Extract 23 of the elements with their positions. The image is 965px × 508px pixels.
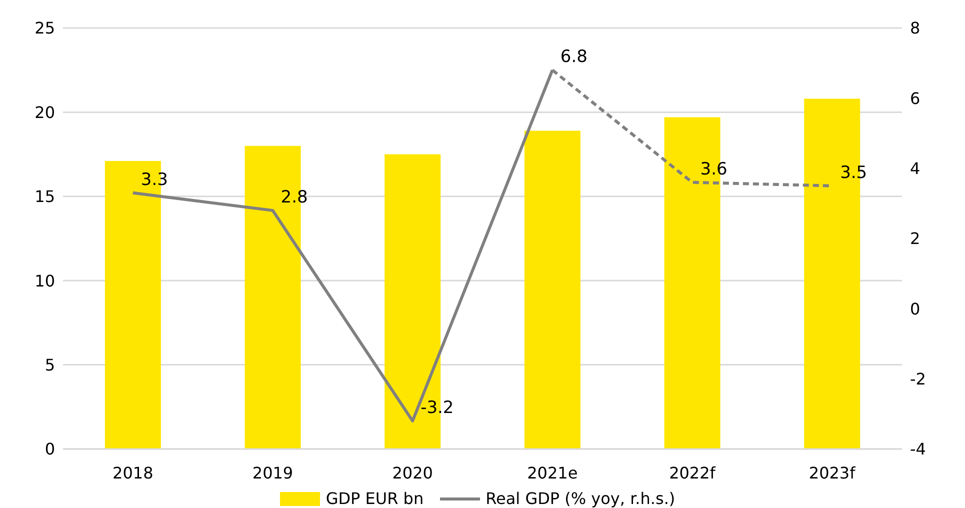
x-tick-label: 2023f bbox=[808, 463, 856, 482]
x-tick-label: 2021e bbox=[527, 463, 578, 482]
y2-tick-label: 6 bbox=[910, 88, 920, 108]
legend-label: Real GDP (% yoy, r.h.s.) bbox=[486, 489, 676, 508]
y2-tick-label: 0 bbox=[910, 299, 920, 318]
y-tick-label: 15 bbox=[34, 187, 55, 206]
x-tick-label: 2022f bbox=[669, 463, 716, 482]
y-tick-label: 10 bbox=[34, 271, 55, 290]
y2-tick-label: 2 bbox=[910, 229, 920, 248]
x-tick-label: 2018 bbox=[112, 463, 154, 482]
y2-tick-label: 4 bbox=[910, 159, 920, 178]
y-tick-label: 20 bbox=[34, 102, 55, 122]
y-tick-label: 0 bbox=[44, 440, 55, 459]
data-label: 6.8 bbox=[560, 47, 588, 68]
x-tick-label: 2020 bbox=[392, 463, 433, 482]
legend-label: GDP EUR bn bbox=[326, 489, 424, 508]
y2-tick-label: -4 bbox=[910, 440, 926, 459]
y-tick-label: 25 bbox=[34, 18, 55, 38]
bar bbox=[524, 130, 580, 449]
y2-tick-label: -2 bbox=[910, 370, 926, 389]
x-tick-label: 2019 bbox=[252, 463, 294, 482]
y2-tick-label: 8 bbox=[910, 18, 920, 38]
y-tick-label: 5 bbox=[44, 355, 55, 374]
